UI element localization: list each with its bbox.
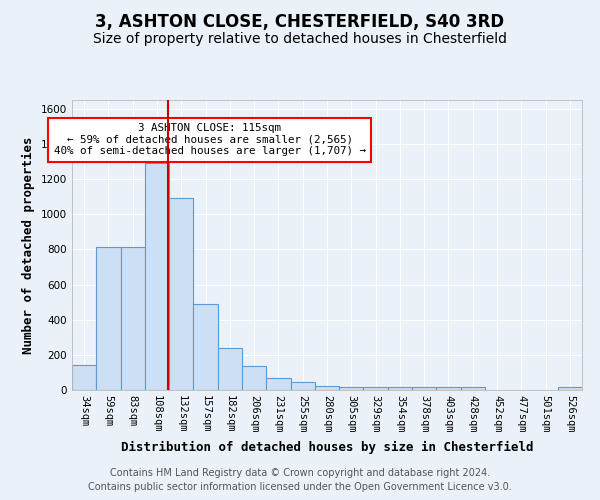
Bar	[193, 304, 218, 390]
Text: 3 ASHTON CLOSE: 115sqm
← 59% of detached houses are smaller (2,565)
40% of semi-: 3 ASHTON CLOSE: 115sqm ← 59% of detached…	[54, 123, 366, 156]
Bar	[96, 247, 121, 390]
Text: Contains HM Land Registry data © Crown copyright and database right 2024.
Contai: Contains HM Land Registry data © Crown c…	[88, 468, 512, 492]
Bar	[364, 388, 388, 390]
Bar	[388, 388, 412, 390]
X-axis label: Distribution of detached houses by size in Chesterfield: Distribution of detached houses by size …	[121, 440, 533, 454]
Bar	[145, 164, 169, 390]
Bar	[72, 366, 96, 390]
Bar	[218, 348, 242, 390]
Bar	[169, 198, 193, 390]
Bar	[339, 388, 364, 390]
Bar	[290, 382, 315, 390]
Y-axis label: Number of detached properties: Number of detached properties	[22, 136, 35, 354]
Bar	[558, 388, 582, 390]
Bar	[242, 366, 266, 390]
Text: 3, ASHTON CLOSE, CHESTERFIELD, S40 3RD: 3, ASHTON CLOSE, CHESTERFIELD, S40 3RD	[95, 12, 505, 30]
Bar	[436, 388, 461, 390]
Bar	[266, 378, 290, 390]
Bar	[461, 388, 485, 390]
Bar	[121, 247, 145, 390]
Bar	[315, 386, 339, 390]
Text: Size of property relative to detached houses in Chesterfield: Size of property relative to detached ho…	[93, 32, 507, 46]
Bar	[412, 388, 436, 390]
